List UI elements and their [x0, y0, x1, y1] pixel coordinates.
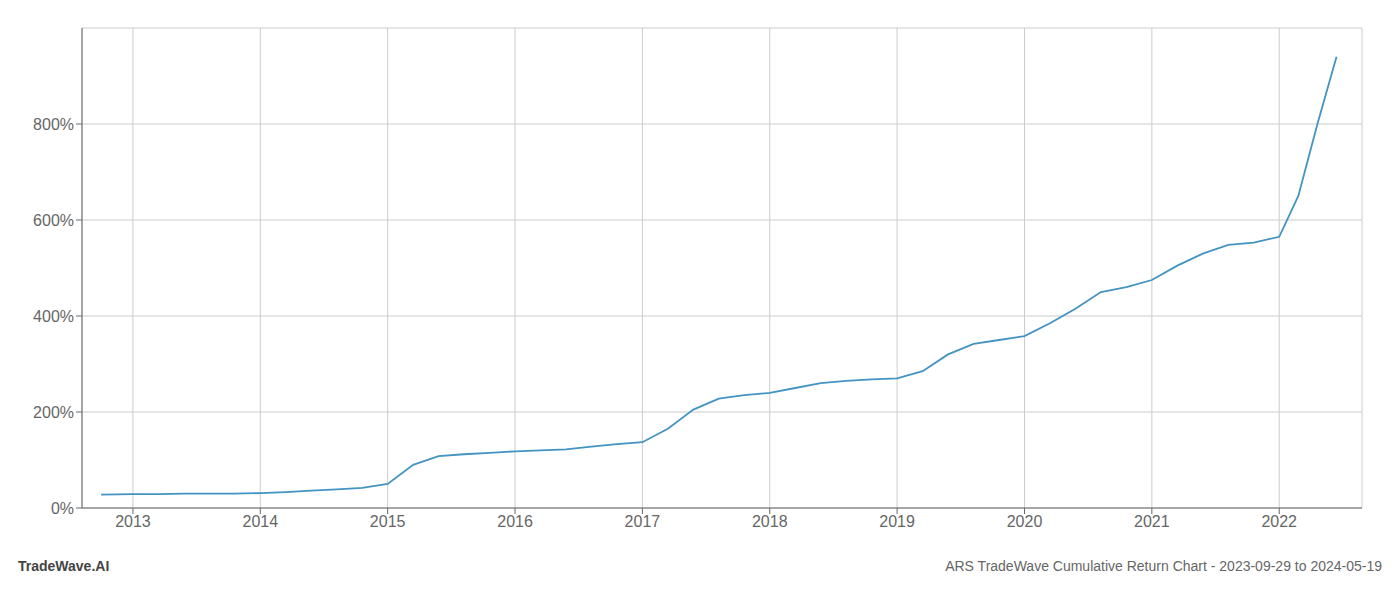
- svg-text:400%: 400%: [33, 308, 74, 325]
- svg-text:2018: 2018: [752, 513, 788, 530]
- svg-text:2020: 2020: [1007, 513, 1043, 530]
- svg-text:2017: 2017: [625, 513, 661, 530]
- svg-text:600%: 600%: [33, 212, 74, 229]
- svg-text:0%: 0%: [51, 500, 74, 517]
- svg-text:2022: 2022: [1261, 513, 1297, 530]
- svg-text:2019: 2019: [879, 513, 915, 530]
- html-text:ARS TradeWave Cumulative Retur: ARS TradeWave Cumulative Return Chart - …: [945, 558, 1382, 574]
- html-text:TradeWave.AI: TradeWave.AI: [18, 558, 110, 574]
- svg-text:2016: 2016: [497, 513, 533, 530]
- svg-text:200%: 200%: [33, 404, 74, 421]
- svg-text:2021: 2021: [1134, 513, 1170, 530]
- svg-text:2015: 2015: [370, 513, 406, 530]
- svg-text:2013: 2013: [115, 513, 151, 530]
- svg-text:800%: 800%: [33, 116, 74, 133]
- svg-text:2014: 2014: [243, 513, 279, 530]
